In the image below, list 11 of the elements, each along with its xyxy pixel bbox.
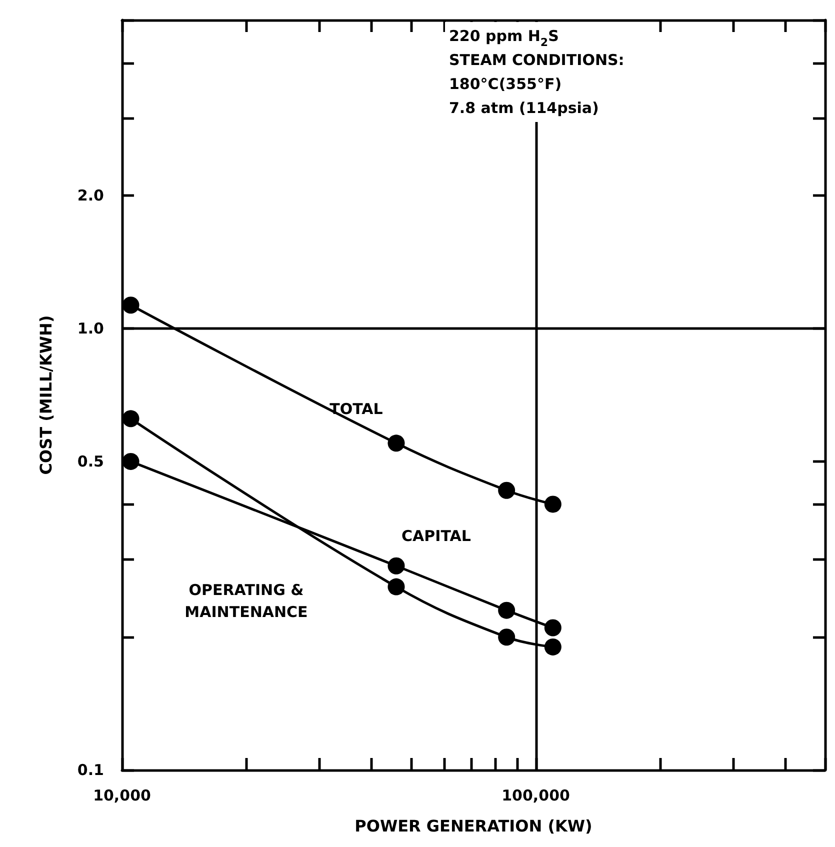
x-tick-label: 10,000 xyxy=(93,786,151,804)
y-tick-label: 1.0 xyxy=(77,320,104,338)
series-label: TOTAL xyxy=(330,400,384,418)
series-label: CAPITAL xyxy=(402,526,472,545)
x-tick-label: 100,000 xyxy=(502,786,570,804)
text: OPERATING & MAINTENANCE xyxy=(184,580,308,621)
y-tick-label: 0.5 xyxy=(77,452,104,470)
y-axis-title: COST (MILL/KWH) xyxy=(36,315,56,475)
y-tick-label: 2.0 xyxy=(77,186,104,205)
y-tick-label: 0.1 xyxy=(77,761,104,779)
x-axis-title: POWER GENERATION (KW) xyxy=(354,816,592,836)
